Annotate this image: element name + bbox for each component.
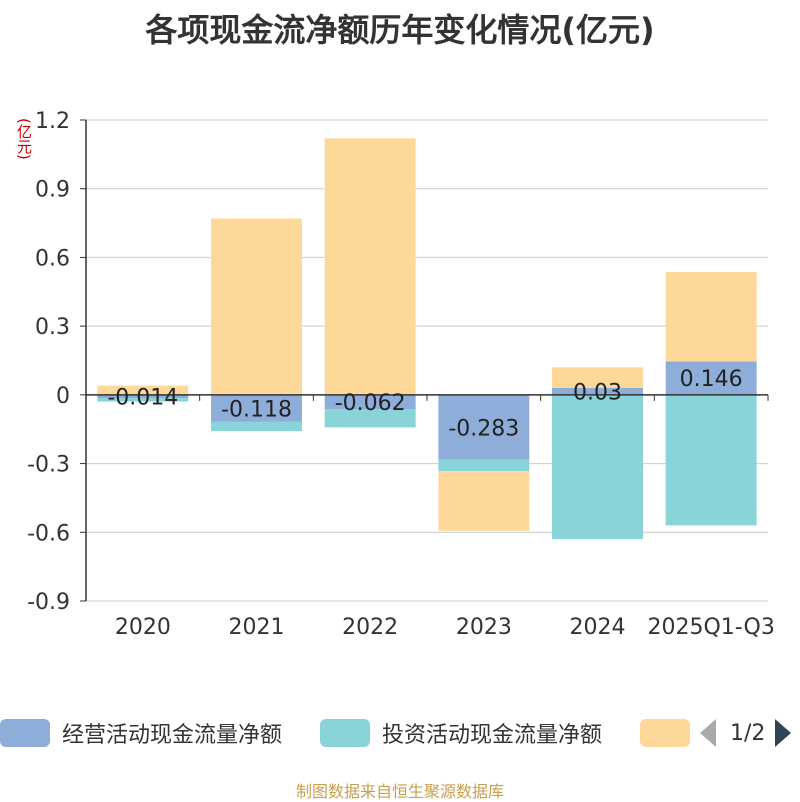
bar-segment-series-2[interactable] xyxy=(665,272,757,362)
data-label: -0.014 xyxy=(107,385,178,410)
chart-legend: 经营活动现金流量净额 投资活动现金流量净额 1/2 xyxy=(0,712,800,756)
y-tick-label: -0.6 xyxy=(27,521,70,546)
y-tick-label: -0.3 xyxy=(27,453,70,478)
legend-swatch-financing xyxy=(640,719,690,747)
x-tick-label: 2024 xyxy=(570,615,626,640)
data-label: -0.118 xyxy=(221,397,292,422)
data-label: -0.062 xyxy=(335,391,406,416)
legend-swatch-operating xyxy=(0,719,50,747)
y-tick-label: 0.9 xyxy=(35,178,70,203)
bar-segment-series-1[interactable] xyxy=(97,398,189,402)
legend-prev-page-icon[interactable] xyxy=(700,719,716,747)
bar-segment-series-1[interactable] xyxy=(438,459,530,472)
bar-segment-series-1[interactable] xyxy=(665,394,757,526)
legend-pager: 1/2 xyxy=(700,718,792,748)
y-tick-label: 0.3 xyxy=(35,315,70,340)
legend-item-investing[interactable]: 投资活动现金流量净额 xyxy=(320,718,602,748)
legend-page-indicator: 1/2 xyxy=(730,720,766,746)
y-tick-label: 0.6 xyxy=(35,246,70,271)
bar-segment-series-1[interactable] xyxy=(324,409,416,428)
bar-segment-series-2[interactable] xyxy=(211,218,302,395)
bar-segment-series-0[interactable] xyxy=(665,361,757,395)
legend-next-page-icon[interactable] xyxy=(775,719,792,747)
x-tick-label: 2020 xyxy=(115,615,171,640)
bar-segment-series-2[interactable] xyxy=(552,367,643,388)
bar-segment-series-2[interactable] xyxy=(324,138,416,395)
bar-segment-series-0[interactable] xyxy=(97,394,189,399)
y-tick-label: 0 xyxy=(56,384,70,409)
legend-item-financing[interactable] xyxy=(640,718,702,748)
bar-segment-series-0[interactable] xyxy=(438,394,530,460)
bar-segment-series-1[interactable] xyxy=(211,421,302,432)
data-label: 0.03 xyxy=(573,380,622,405)
bar-segment-series-0[interactable] xyxy=(552,387,643,395)
bar-segment-series-2[interactable] xyxy=(97,385,189,395)
x-tick-label: 2025Q1-Q3 xyxy=(647,615,774,640)
data-label: -0.283 xyxy=(448,416,519,441)
y-axis-unit: (亿元) xyxy=(15,118,33,160)
x-tick-label: 2022 xyxy=(342,615,398,640)
x-tick-label: 2023 xyxy=(456,615,512,640)
bar-segment-series-0[interactable] xyxy=(211,394,302,422)
data-source-note: 制图数据来自恒生聚源数据库 xyxy=(295,782,504,801)
x-tick-label: 2021 xyxy=(229,615,285,640)
bar-chart: -0.9 -0.6 -0.3 0 0.3 0.6 0.9 1.2 2020 2021 2022 202… xyxy=(27,109,775,640)
chart-title: 各项现金流净额历年变化情况(亿元) xyxy=(145,11,655,49)
legend-swatch-investing xyxy=(320,719,370,747)
bar-segment-series-1[interactable] xyxy=(552,394,643,540)
bar-segment-series-0[interactable] xyxy=(324,394,416,410)
y-tick-label: 1.2 xyxy=(35,109,70,134)
legend-label-operating: 经营活动现金流量净额 xyxy=(62,723,283,748)
legend-label-investing: 投资活动现金流量净额 xyxy=(382,723,603,748)
bar-segment-series-2[interactable] xyxy=(438,471,530,531)
data-label: 0.146 xyxy=(680,367,743,392)
y-tick-label: -0.9 xyxy=(27,590,70,615)
legend-item-operating[interactable]: 经营活动现金流量净额 xyxy=(0,718,282,748)
